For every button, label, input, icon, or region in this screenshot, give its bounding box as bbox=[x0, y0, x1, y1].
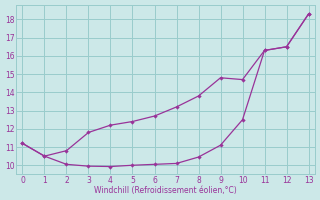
X-axis label: Windchill (Refroidissement éolien,°C): Windchill (Refroidissement éolien,°C) bbox=[94, 186, 237, 195]
